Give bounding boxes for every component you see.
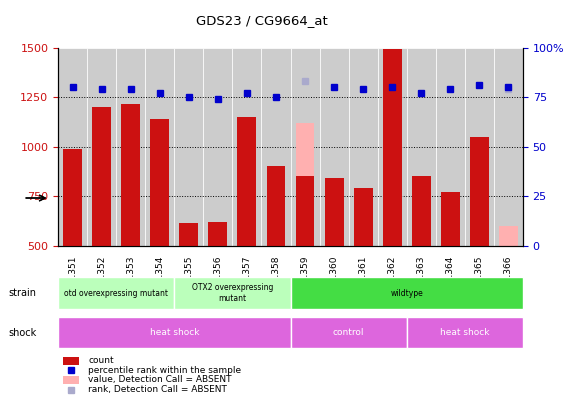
Text: strain: strain: [9, 288, 37, 298]
Bar: [354, 188, 372, 246]
Bar: [325, 178, 343, 246]
Bar: [121, 104, 140, 246]
Bar: [470, 137, 489, 246]
Text: OTX2 overexpressing
mutant: OTX2 overexpressing mutant: [192, 284, 273, 303]
FancyBboxPatch shape: [378, 48, 407, 246]
Bar: [407, 317, 523, 348]
FancyBboxPatch shape: [232, 48, 261, 246]
Text: value, Detection Call = ABSENT: value, Detection Call = ABSENT: [88, 375, 232, 385]
Bar: [412, 176, 431, 246]
Text: wildtype: wildtype: [390, 289, 423, 297]
Text: shock: shock: [9, 327, 37, 338]
Text: GDS23 / CG9664_at: GDS23 / CG9664_at: [196, 14, 327, 27]
Text: otd overexpressing mutant: otd overexpressing mutant: [64, 289, 168, 297]
Bar: [63, 357, 79, 365]
Bar: [150, 119, 169, 246]
Bar: [92, 107, 111, 246]
Bar: [290, 317, 407, 348]
Text: control: control: [333, 328, 364, 337]
Bar: [174, 277, 290, 309]
Bar: [267, 166, 285, 246]
FancyBboxPatch shape: [349, 48, 378, 246]
FancyBboxPatch shape: [174, 48, 203, 246]
Text: percentile rank within the sample: percentile rank within the sample: [88, 366, 242, 375]
Text: count: count: [88, 356, 114, 365]
FancyBboxPatch shape: [58, 48, 87, 246]
Text: heat shock: heat shock: [440, 328, 490, 337]
Bar: [290, 277, 523, 309]
Bar: [180, 223, 198, 246]
Bar: [209, 222, 227, 246]
Text: rank, Detection Call = ABSENT: rank, Detection Call = ABSENT: [88, 385, 227, 394]
Bar: [441, 192, 460, 246]
FancyBboxPatch shape: [145, 48, 174, 246]
FancyBboxPatch shape: [436, 48, 465, 246]
FancyBboxPatch shape: [203, 48, 232, 246]
Bar: [58, 277, 174, 309]
Bar: [296, 123, 314, 246]
FancyBboxPatch shape: [261, 48, 290, 246]
Bar: [296, 176, 314, 246]
Text: heat shock: heat shock: [149, 328, 199, 337]
Bar: [383, 50, 401, 246]
Bar: [58, 317, 290, 348]
FancyBboxPatch shape: [407, 48, 436, 246]
FancyBboxPatch shape: [87, 48, 116, 246]
FancyBboxPatch shape: [116, 48, 145, 246]
FancyBboxPatch shape: [465, 48, 494, 246]
FancyBboxPatch shape: [494, 48, 523, 246]
FancyBboxPatch shape: [320, 48, 349, 246]
Bar: [63, 148, 82, 246]
Bar: [63, 376, 79, 384]
FancyBboxPatch shape: [290, 48, 320, 246]
Bar: [499, 226, 518, 246]
Bar: [238, 117, 256, 246]
